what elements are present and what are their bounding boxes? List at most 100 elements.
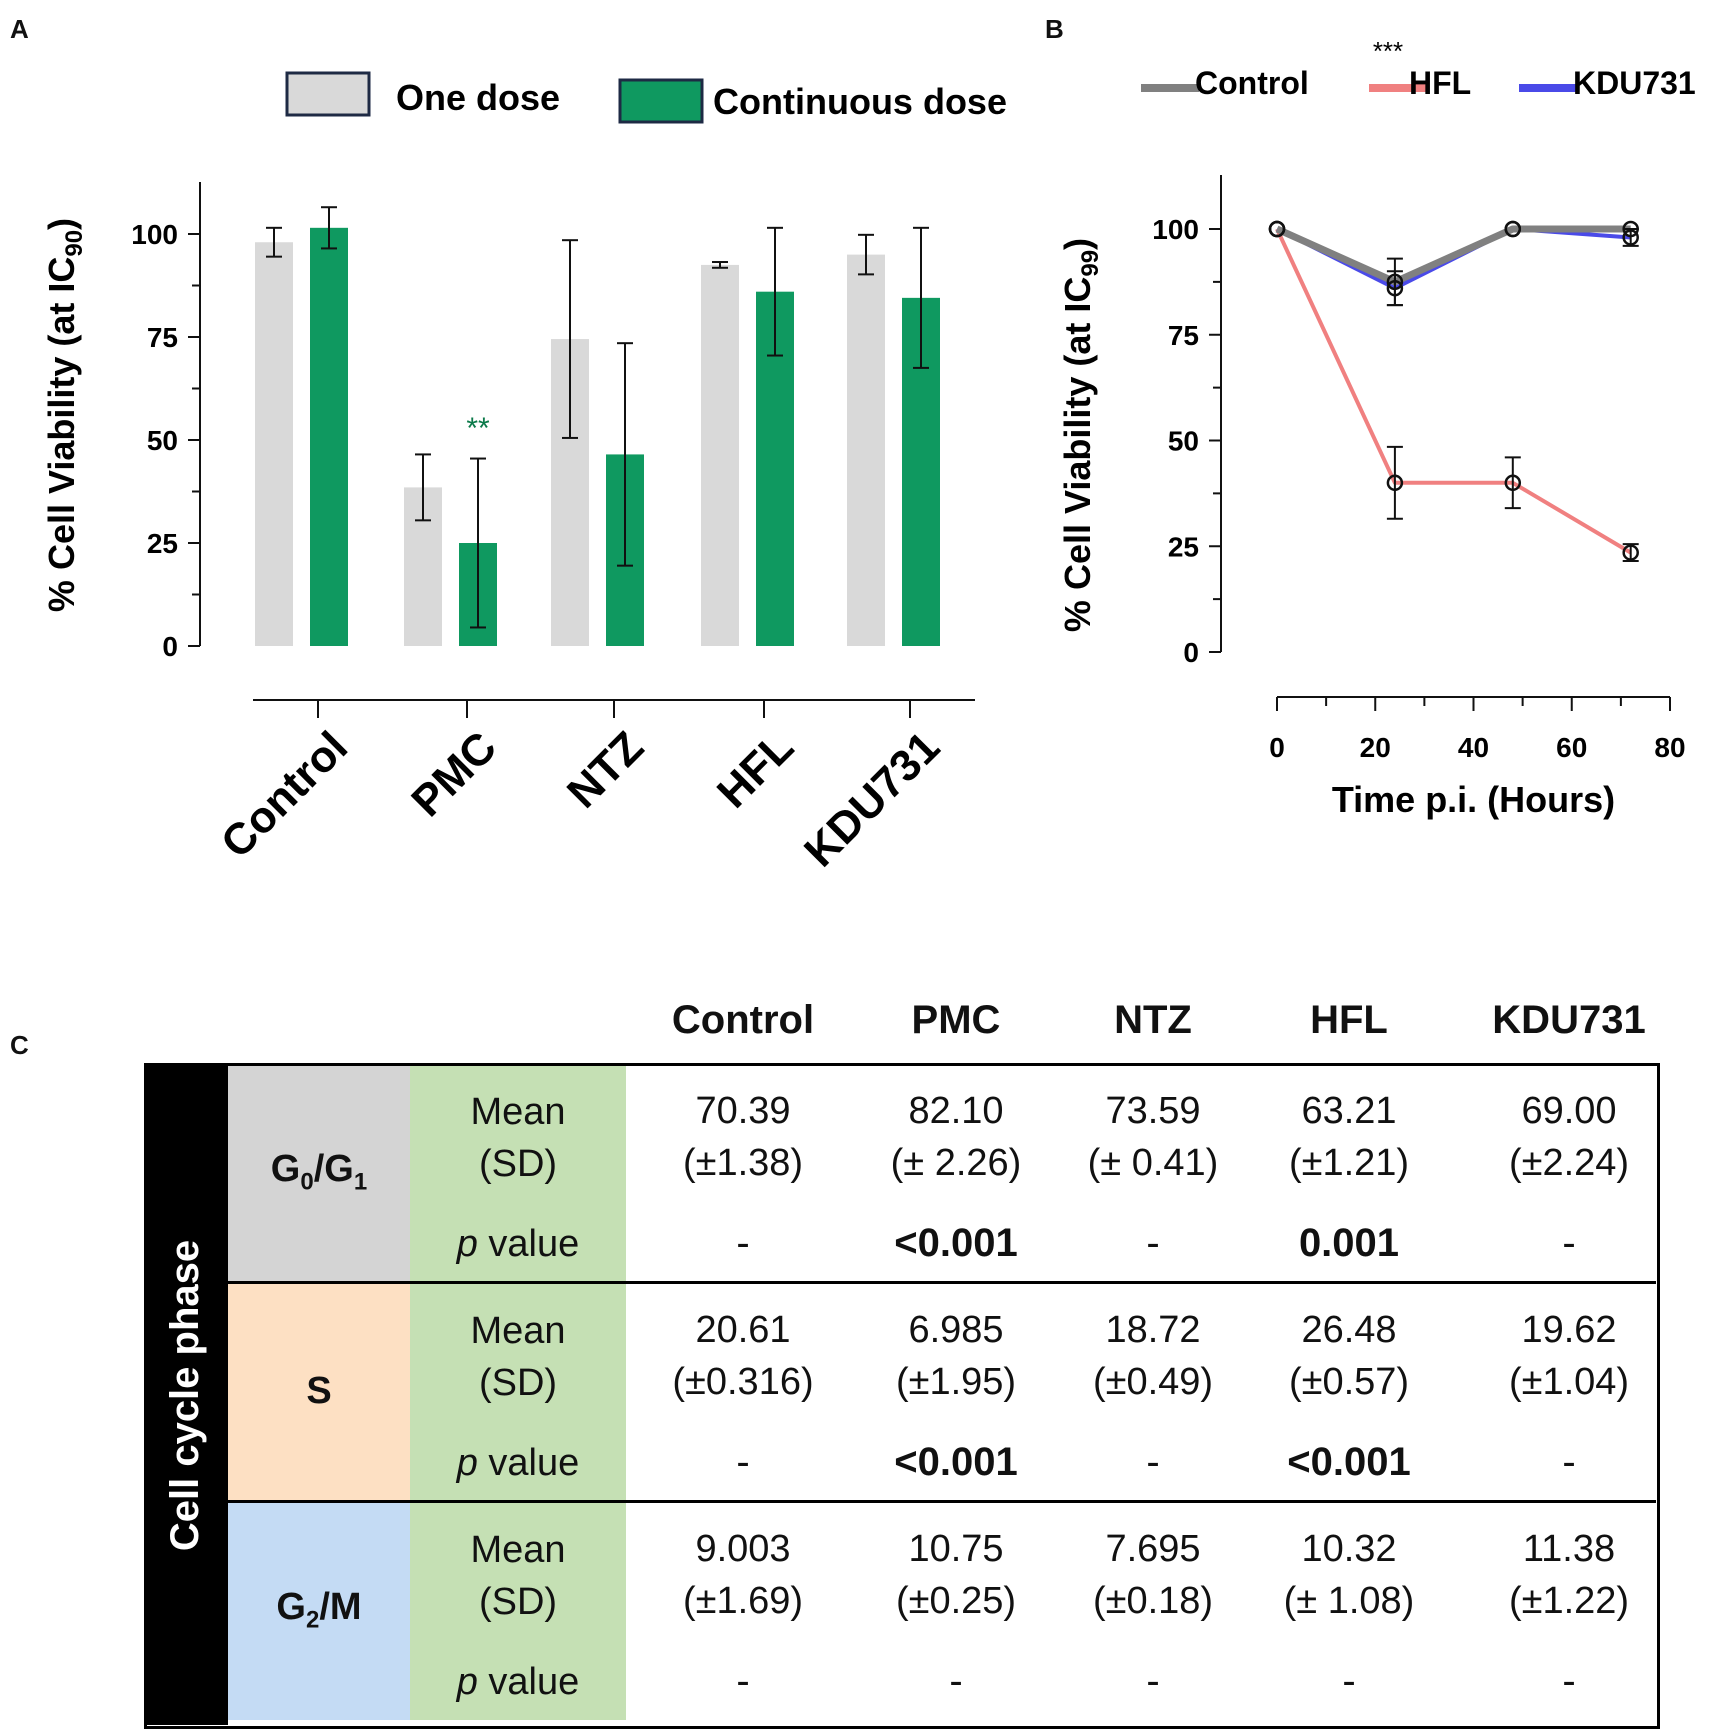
p-italic: p — [456, 1661, 478, 1703]
y-axis-label: % Cell Viability (at IC90) — [41, 218, 88, 612]
cell-pvalue: - — [949, 1659, 963, 1703]
table-frame — [144, 1063, 1660, 1729]
y-tick-label: 50 — [1168, 426, 1199, 457]
legend-label-hfl: HFL — [1409, 65, 1471, 101]
legend-label-kdu731: KDU731 — [1573, 65, 1696, 101]
x-tick-label-pmc: PMC — [402, 722, 506, 826]
phase-text: S — [306, 1370, 332, 1412]
row-divider — [228, 1281, 1656, 1284]
cell-pvalue: - — [1342, 1659, 1356, 1703]
cell-pvalue: <0.001 — [1287, 1440, 1411, 1484]
stat-label-pvalue: p value — [410, 1661, 626, 1704]
legend-swatch-one-dose — [285, 71, 371, 117]
phase-cell-g2-m: G2/M — [228, 1501, 410, 1720]
cell-sd: (±2.24) — [1508, 1142, 1630, 1184]
cell-pvalue: - — [736, 1221, 750, 1265]
y-tick-label: 25 — [147, 528, 178, 559]
cell-sd: (±1.21) — [1288, 1142, 1410, 1184]
cell-sd: (± 2.26) — [890, 1142, 1022, 1184]
cell-mean: 19.62 — [1521, 1309, 1617, 1351]
cell-pvalue: 0.001 — [1298, 1221, 1400, 1265]
x-tick-label-hfl: HFL — [708, 722, 803, 817]
data-point-kdu731 — [1386, 279, 1404, 297]
stat-column-bg — [410, 1501, 626, 1720]
stat-column-bg — [410, 1063, 626, 1282]
cell-mean: 10.75 — [908, 1528, 1004, 1570]
cell-mean: 73.59 — [1105, 1090, 1201, 1132]
cell-pvalue: - — [1562, 1440, 1576, 1484]
cell-pvalue: <0.001 — [894, 1221, 1018, 1265]
x-tick-label: 60 — [1556, 732, 1587, 763]
x-tick-label: 80 — [1654, 732, 1685, 763]
cell-pvalue: - — [1562, 1659, 1576, 1703]
phase-subscript: 1 — [353, 1168, 368, 1196]
cell-sd: (±0.57) — [1288, 1361, 1410, 1403]
panel-label-a: A — [10, 14, 29, 44]
phase-cell-s: S — [228, 1282, 410, 1501]
col-header-control: Control — [671, 998, 815, 1042]
cell-pvalue: - — [1146, 1659, 1160, 1703]
bar-continuous-dose-control — [310, 227, 348, 646]
cell-sd: (±1.69) — [682, 1580, 804, 1622]
data-point-kdu731 — [1268, 220, 1286, 238]
data-point-hfl — [1386, 474, 1404, 492]
stat-column-bg — [410, 1282, 626, 1501]
p-rest: value — [477, 1442, 580, 1484]
legend-label-control: Control — [1195, 65, 1309, 101]
stat-label-mean: Mean — [470, 1310, 566, 1352]
data-point-hfl — [1504, 474, 1522, 492]
cell-pvalue: - — [1562, 1221, 1576, 1265]
phase-label: G2/M — [276, 1586, 361, 1635]
phase-text: G — [276, 1586, 306, 1629]
cell-pvalue: - — [736, 1659, 750, 1703]
cell-mean: 18.72 — [1105, 1309, 1201, 1351]
x-tick-label-control: Control — [212, 722, 357, 867]
y-tick-label: 75 — [147, 322, 178, 353]
cell-mean: 70.39 — [695, 1090, 791, 1132]
phase-subscript: 0 — [300, 1168, 314, 1196]
phase-text: G — [270, 1148, 301, 1191]
y-tick-label: 75 — [1168, 320, 1199, 351]
cell-sd: (±1.22) — [1508, 1580, 1630, 1622]
y-tick-label: 0 — [1183, 637, 1199, 668]
cell-sd: (±1.95) — [895, 1361, 1017, 1403]
line-chart: 0 25 50 75 100 % Cell Viability (at IC99) 0 20 4… — [1057, 36, 1696, 820]
col-header-ntz: NTZ — [1114, 998, 1192, 1042]
cell-mean: 20.61 — [695, 1309, 791, 1351]
legend-label-one-dose: One dose — [396, 77, 560, 118]
phase-text: /G — [313, 1148, 354, 1191]
cell-sd: (±0.49) — [1092, 1361, 1214, 1403]
stat-label-mean: Mean — [470, 1091, 566, 1133]
y-tick-label: 0 — [162, 631, 178, 662]
x-tick-label: 40 — [1458, 732, 1489, 763]
cell-pvalue: - — [736, 1440, 750, 1484]
stat-label-sd: (SD) — [478, 1143, 558, 1185]
phase-subscript: 2 — [305, 1606, 320, 1634]
cell-pvalue: - — [1146, 1221, 1160, 1265]
x-tick-label-ntz: NTZ — [558, 722, 653, 817]
x-tick-label: 20 — [1360, 732, 1391, 763]
col-header-hfl: HFL — [1310, 998, 1388, 1042]
bar-chart: 0 25 50 75 100 % Cell Viability (at IC90) ** Co… — [41, 71, 1007, 876]
data-point-kdu731 — [1504, 220, 1522, 238]
data-point-hfl — [1622, 544, 1639, 561]
legend-label-continuous-dose: Continuous dose — [713, 81, 1007, 122]
p-rest: value — [477, 1223, 580, 1265]
phase-label: G0/G1 — [271, 1148, 367, 1197]
stat-label-mean: Mean — [470, 1529, 566, 1571]
cell-mean: 10.32 — [1301, 1528, 1397, 1570]
bar-one-dose-hfl — [701, 264, 739, 646]
cell-sd: (±0.25) — [895, 1580, 1017, 1622]
series-line-hfl — [1275, 228, 1632, 555]
legend-swatch-continuous-dose — [618, 78, 704, 124]
cell-mean: 9.003 — [695, 1528, 791, 1570]
series-line-control — [1275, 225, 1631, 286]
col-header-kdu731: KDU731 — [1492, 998, 1646, 1042]
cell-pvalue: - — [1146, 1440, 1160, 1484]
col-header-pmc: PMC — [911, 998, 1001, 1042]
significance-marker: *** — [1373, 36, 1403, 66]
side-bar — [144, 1066, 228, 1725]
cell-mean: 6.985 — [908, 1309, 1004, 1351]
cell-mean: 7.695 — [1105, 1528, 1201, 1570]
cell-mean: 26.48 — [1301, 1309, 1397, 1351]
